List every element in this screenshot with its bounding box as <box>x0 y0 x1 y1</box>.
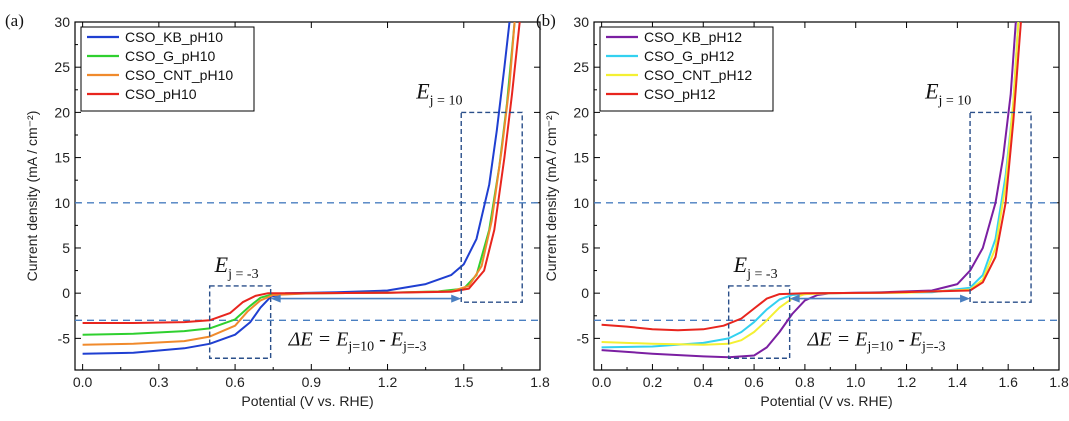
chart0-legend-entry: CSO_KB_pH10 <box>125 29 223 45</box>
chart0-y-tick-label: -5 <box>58 330 71 346</box>
chart0-region-box <box>208 285 272 359</box>
chart1-x-tick-label: 0.0 <box>592 374 612 390</box>
chart0-x-axis-label: Potential (V vs. RHE) <box>241 393 373 409</box>
chart1-series-line-cso-ph12 <box>601 22 1022 332</box>
chart0-y-tick-label: 25 <box>54 59 70 75</box>
chart1-panel-label: (b) <box>536 11 556 30</box>
chart0-annotation-e-low: Ej = -3 <box>214 252 259 282</box>
chart1-annotation-e-high-symbol: E <box>924 78 939 103</box>
chart1-x-tick-label: 1.6 <box>998 374 1018 390</box>
chart0-annotation-e-low-subscript: j = -3 <box>227 267 258 282</box>
chart1-region-box <box>969 111 1032 303</box>
chart0-y-tick-label: 5 <box>62 240 70 256</box>
chart1-legend-entry: CSO_KB_pH12 <box>644 29 742 45</box>
chart1-annotation-delta-e-mid: - E <box>893 329 922 351</box>
chart1-annotation-e-low: Ej = -3 <box>733 252 778 282</box>
chart0-x-tick-label: 1.8 <box>530 374 550 390</box>
chart1-legend-entry: CSO_G_pH12 <box>644 48 734 64</box>
chart1-annotation-e-low-symbol: E <box>733 252 748 277</box>
chart1-x-tick-label: 0.8 <box>795 374 815 390</box>
chart0-region-box <box>460 111 523 303</box>
chart1-x-tick-label: 0.6 <box>744 374 764 390</box>
chart0-y-tick-label: 0 <box>62 285 70 301</box>
chart0-x-tick-label: 0.0 <box>73 374 93 390</box>
chart0-y-tick-label: 20 <box>54 104 70 120</box>
panel-a: 0.0 0.3 0.6 0.9 1.2 1.5 1.8 -5 0 5 10 15 20 25 30 Poten… <box>5 11 550 409</box>
chart0-x-tick-label: 0.9 <box>302 374 322 390</box>
chart1-legend-entry: CSO_pH12 <box>644 86 716 102</box>
chart1-region-box <box>727 285 791 359</box>
chart1-y-tick-label: -5 <box>577 330 590 346</box>
chart0-y-axis-label: Current density (mA / cm⁻²) <box>24 111 40 282</box>
chart0-y-tick-label: 10 <box>54 195 70 211</box>
chart1-annotation-e-high-subscript: j = 10 <box>938 93 972 108</box>
chart0-annotation-delta-e-sub2: j=-3 <box>402 340 426 355</box>
chart1-x-tick-label: 1.2 <box>897 374 917 390</box>
chart1-annotation-delta-e: ΔE = Ej=10 - Ej=-3 <box>807 329 946 355</box>
chart0-annotation-e-high-subscript: j = 10 <box>429 93 463 108</box>
chart0-series-line-cso-ph10 <box>82 22 521 324</box>
chart0-annotation-e-high: Ej = 10 <box>415 78 462 108</box>
panel-b: 0.0 0.2 0.4 0.6 0.8 1.0 1.2 1.4 1.6 1.8 -5 0 5 10 15 20… <box>536 11 1069 409</box>
chart1-y-tick-label: 20 <box>573 104 589 120</box>
chart0-legend-box <box>80 26 255 112</box>
chart1-annotation-e-high: Ej = 10 <box>924 78 971 108</box>
chart1-annotation-delta-e-sub1: j=10 <box>866 340 893 355</box>
chart1-y-tick-label: 5 <box>581 240 589 256</box>
chart0-x-tick-label: 0.3 <box>149 374 169 390</box>
chart1-legend-box <box>599 26 774 112</box>
chart0-annotation-delta-e-sub1: j=10 <box>347 340 374 355</box>
chart1-x-tick-label: 0.4 <box>694 374 714 390</box>
chart0-panel-label: (a) <box>5 11 24 30</box>
chart0-delta-arrow-head-left <box>270 294 281 303</box>
chart1-plot-frame <box>593 21 1060 371</box>
chart1-x-tick-label: 1.8 <box>1049 374 1069 390</box>
chart1-legend-entry: CSO_CNT_pH12 <box>644 67 752 83</box>
chart1-y-tick-label: 0 <box>581 285 589 301</box>
chart0-annotation-delta-e-mid: - E <box>374 329 403 351</box>
chart1-y-tick-label: 10 <box>573 195 589 211</box>
chart0-annotation-e-high-symbol: E <box>415 78 430 103</box>
chart1-y-axis-label: Current density (mA / cm⁻²) <box>543 111 559 282</box>
chart1-annotation-delta-e-sub2: j=-3 <box>921 340 945 355</box>
chart1-delta-arrow-head-right <box>960 294 971 303</box>
chart1-x-tick-label: 0.2 <box>643 374 663 390</box>
chart0-legend-entry: CSO_CNT_pH10 <box>125 67 233 83</box>
chart0-plot-frame <box>74 21 541 371</box>
chart0-x-tick-label: 0.6 <box>225 374 245 390</box>
chart0-legend-entry: CSO_pH10 <box>125 86 197 102</box>
chart1-delta-arrow-head-left <box>789 294 800 303</box>
chart0-annotation-delta-e-lhs: ΔE = E <box>288 329 349 351</box>
chart0-annotation-e-low-symbol: E <box>214 252 229 277</box>
chart1-x-tick-label: 1.0 <box>846 374 866 390</box>
chart1-x-tick-label: 1.4 <box>948 374 968 390</box>
chart0-x-tick-label: 1.2 <box>378 374 398 390</box>
chart0-y-tick-label: 30 <box>54 14 70 30</box>
chart1-y-tick-label: 25 <box>573 59 589 75</box>
chart1-y-tick-label: 30 <box>573 14 589 30</box>
chart0-delta-arrow-head-right <box>451 294 462 303</box>
chart0-y-tick-label: 15 <box>54 150 70 166</box>
chart1-annotation-e-low-subscript: j = -3 <box>746 267 777 282</box>
chart1-y-tick-label: 15 <box>573 150 589 166</box>
chart1-annotation-delta-e-lhs: ΔE = E <box>807 329 868 351</box>
chart1-x-axis-label: Potential (V vs. RHE) <box>760 393 892 409</box>
chart0-x-tick-label: 1.5 <box>454 374 474 390</box>
chart0-annotation-delta-e: ΔE = Ej=10 - Ej=-3 <box>288 329 427 355</box>
chart0-legend-entry: CSO_G_pH10 <box>125 48 215 64</box>
